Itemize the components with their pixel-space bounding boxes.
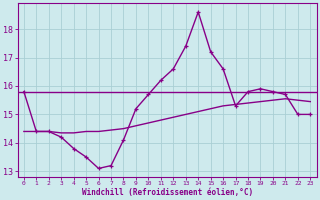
X-axis label: Windchill (Refroidissement éolien,°C): Windchill (Refroidissement éolien,°C) xyxy=(82,188,253,197)
